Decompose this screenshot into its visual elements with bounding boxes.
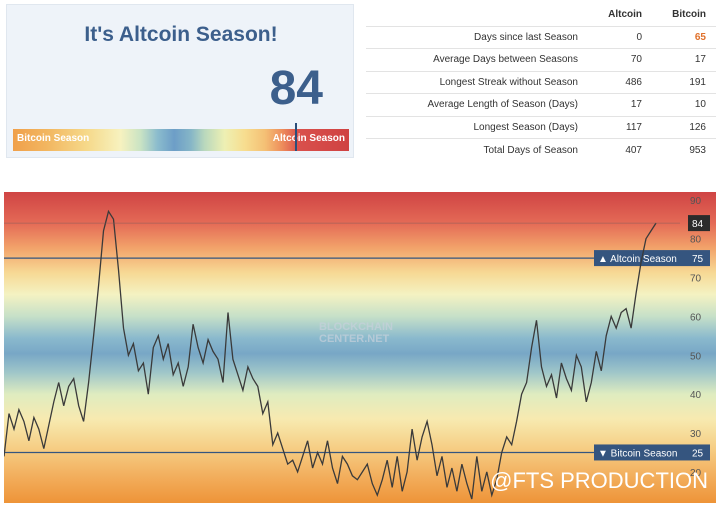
- header-altcoin: Altcoin: [608, 9, 642, 21]
- y-tick-label: 80: [690, 235, 702, 246]
- altcoin-season-label: Altcoin Season: [272, 133, 345, 144]
- row-metric: Longest Streak without Season: [366, 70, 592, 94]
- index-needle: [295, 123, 298, 151]
- row-bitcoin-value: 65: [652, 25, 716, 49]
- y-axis-ticks: 20 30 40 50 60 70 80 90: [690, 196, 702, 479]
- index-value: 84: [269, 62, 323, 115]
- index-series-line: [4, 209, 657, 500]
- row-altcoin-value: 70: [592, 48, 652, 71]
- row-bitcoin-value: 126: [652, 115, 716, 139]
- row-bitcoin-value: 10: [652, 93, 716, 116]
- current-value-marker: 84: [4, 215, 710, 232]
- threshold-tag: [594, 444, 688, 461]
- y-tick-label: 40: [690, 390, 702, 401]
- season-stats-table: Altcoin Bitcoin Days since last Season 0…: [366, 4, 716, 161]
- y-tick-label: 20: [690, 468, 702, 479]
- threshold-tag: [594, 250, 688, 267]
- altcoin-season-index-chart: BLOCKCHAIN CENTER.NET 20 30 40 50 60 70 80 90 ▲…: [4, 192, 716, 503]
- index-title: It's Altcoin Season!: [84, 23, 278, 46]
- row-bitcoin-value: 953: [652, 138, 716, 161]
- season-gradient-bar: Bitcoin Season Altcoin Season: [13, 123, 349, 151]
- current-value-tag: [688, 215, 710, 232]
- row-metric: Longest Season (Days): [366, 115, 592, 139]
- threshold-value-tag: [688, 444, 710, 461]
- row-bitcoin-value: 191: [652, 70, 716, 94]
- table-row: Days since last Season 0 65: [366, 25, 716, 49]
- row-metric: Total Days of Season: [366, 138, 592, 161]
- row-altcoin-value: 486: [592, 70, 652, 94]
- table-header-row: Altcoin Bitcoin: [366, 4, 716, 26]
- bitcoin-season-label: Bitcoin Season: [17, 133, 90, 144]
- y-tick-label: 30: [690, 429, 702, 440]
- row-altcoin-value: 0: [592, 25, 652, 49]
- y-tick-label: 90: [690, 196, 702, 207]
- current-value-label: 84: [692, 219, 704, 230]
- table-row: Longest Streak without Season 486 191: [366, 70, 716, 94]
- table-row: Longest Season (Days) 117 126: [366, 115, 716, 139]
- threshold-lines: ▲ Altcoin Season 75 ▼ Bitcoin Season 25: [4, 250, 710, 461]
- y-tick-label: 70: [690, 274, 702, 285]
- row-metric: Average Length of Season (Days): [366, 93, 592, 116]
- threshold-value-label: 75: [692, 254, 704, 265]
- table-row: Total Days of Season 407 953: [366, 138, 716, 161]
- threshold-value-tag: [688, 250, 710, 267]
- row-metric: Average Days between Seasons: [366, 48, 592, 71]
- chart-watermark: BLOCKCHAIN CENTER.NET: [319, 321, 393, 345]
- row-metric: Days since last Season: [366, 25, 592, 49]
- watermark-line1: BLOCKCHAIN: [319, 321, 393, 333]
- altcoin-index-card: It's Altcoin Season! 84 Bitcoin Season A…: [6, 4, 354, 158]
- table-row: Average Days between Seasons 70 17: [366, 48, 716, 71]
- credit-watermark: @FTS PRODUCTION: [490, 468, 708, 493]
- header-bitcoin: Bitcoin: [672, 9, 706, 21]
- threshold-tag-label: ▼ Bitcoin Season: [598, 448, 677, 459]
- row-altcoin-value: 117: [592, 115, 652, 139]
- table-row: Average Length of Season (Days) 17 10: [366, 93, 716, 116]
- threshold-tag-label: ▲ Altcoin Season: [598, 254, 677, 265]
- y-tick-label: 60: [690, 312, 702, 323]
- row-bitcoin-value: 17: [652, 48, 716, 71]
- row-altcoin-value: 17: [592, 93, 652, 116]
- row-altcoin-value: 407: [592, 138, 652, 161]
- header-metric: [366, 4, 592, 26]
- y-tick-label: 50: [690, 351, 702, 362]
- threshold-value-label: 25: [692, 448, 704, 459]
- watermark-line2: CENTER.NET: [319, 333, 390, 345]
